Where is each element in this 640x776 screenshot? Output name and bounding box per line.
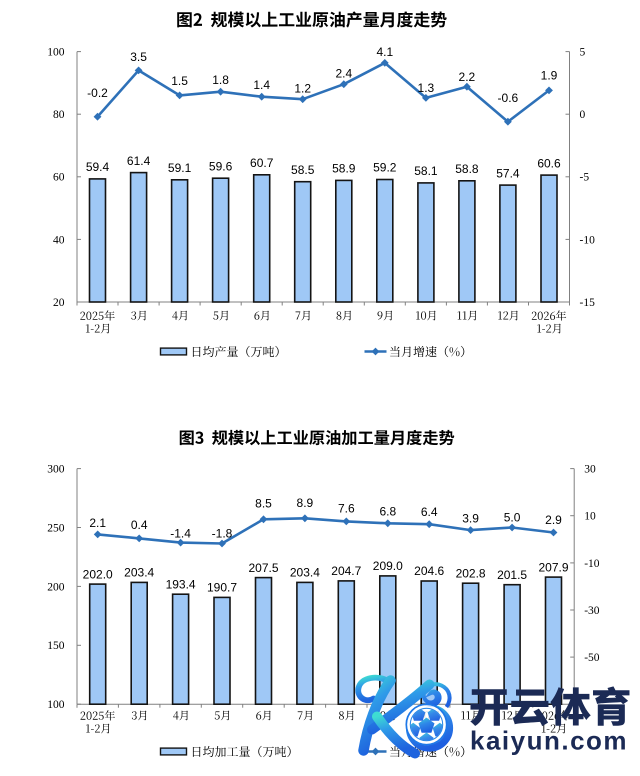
svg-text:207.9: 207.9 [538,560,568,574]
svg-text:2.2: 2.2 [459,70,476,84]
svg-text:59.6: 59.6 [209,159,233,173]
svg-text:10: 10 [584,511,596,523]
svg-text:3.9: 3.9 [462,511,479,525]
svg-text:-5: -5 [580,172,590,184]
svg-text:1.4: 1.4 [253,78,270,92]
svg-text:202.8: 202.8 [456,566,486,580]
svg-text:58.1: 58.1 [414,164,438,178]
svg-text:-30: -30 [584,605,600,617]
svg-text:8.9: 8.9 [297,496,314,510]
svg-text:5: 5 [580,47,586,59]
svg-text:-1.4: -1.4 [170,526,191,540]
svg-text:-10: -10 [580,234,596,246]
svg-text:209.0: 209.0 [373,559,403,573]
svg-text:30: 30 [584,464,596,476]
svg-text:-50: -50 [584,652,600,664]
svg-text:60: 60 [53,172,65,184]
svg-text:6.4: 6.4 [421,505,438,519]
svg-text:60.6: 60.6 [537,156,561,170]
svg-text:4.1: 4.1 [376,45,393,59]
svg-text:0: 0 [580,109,586,121]
svg-text:207.5: 207.5 [248,561,278,575]
svg-text:190.7: 190.7 [207,581,237,595]
svg-text:59.2: 59.2 [373,161,397,175]
svg-text:5.0: 5.0 [504,511,521,525]
svg-text:200: 200 [47,581,65,593]
svg-text:201.5: 201.5 [497,568,527,582]
svg-text:193.4: 193.4 [166,577,196,591]
svg-text:-1.8: -1.8 [212,527,233,541]
svg-text:59.1: 59.1 [168,161,192,175]
svg-text:1.3: 1.3 [418,81,435,95]
svg-text:-0.6: -0.6 [498,91,519,105]
svg-text:250: 250 [47,522,65,534]
svg-text:61.4: 61.4 [127,154,151,168]
svg-text:204.6: 204.6 [414,564,444,578]
svg-text:100: 100 [47,699,65,711]
svg-text:6.8: 6.8 [379,505,396,519]
svg-text:7.6: 7.6 [338,502,355,516]
svg-text:203.4: 203.4 [124,566,154,580]
svg-text:-10: -10 [584,558,600,570]
svg-text:2.9: 2.9 [545,513,562,527]
svg-text:58.9: 58.9 [332,162,356,176]
svg-text:8.5: 8.5 [255,497,272,511]
svg-text:2.1: 2.1 [89,516,106,530]
svg-text:-15: -15 [580,297,596,309]
svg-text:204.7: 204.7 [331,564,361,578]
svg-text:80: 80 [53,109,65,121]
svg-text:100: 100 [47,47,65,59]
svg-text:58.5: 58.5 [291,163,315,177]
svg-text:203.4: 203.4 [290,566,320,580]
svg-text:150: 150 [47,640,65,652]
svg-text:2.4: 2.4 [335,66,352,80]
svg-text:59.4: 59.4 [86,160,110,174]
svg-text:58.8: 58.8 [455,162,479,176]
svg-text:60.7: 60.7 [250,156,274,170]
svg-text:57.4: 57.4 [496,166,520,180]
svg-text:20: 20 [53,297,65,309]
svg-text:1.2: 1.2 [294,81,311,95]
svg-text:202.0: 202.0 [83,567,113,581]
svg-text:0.4: 0.4 [131,518,148,532]
svg-text:1.8: 1.8 [212,73,229,87]
svg-text:1.9: 1.9 [541,69,558,83]
svg-text:3.5: 3.5 [130,50,147,64]
svg-text:40: 40 [53,234,65,246]
svg-text:1.5: 1.5 [171,74,188,88]
svg-text:300: 300 [47,464,65,476]
svg-text:kaiyun.com: kaiyun.com [470,726,628,756]
svg-text:-0.2: -0.2 [87,86,108,100]
